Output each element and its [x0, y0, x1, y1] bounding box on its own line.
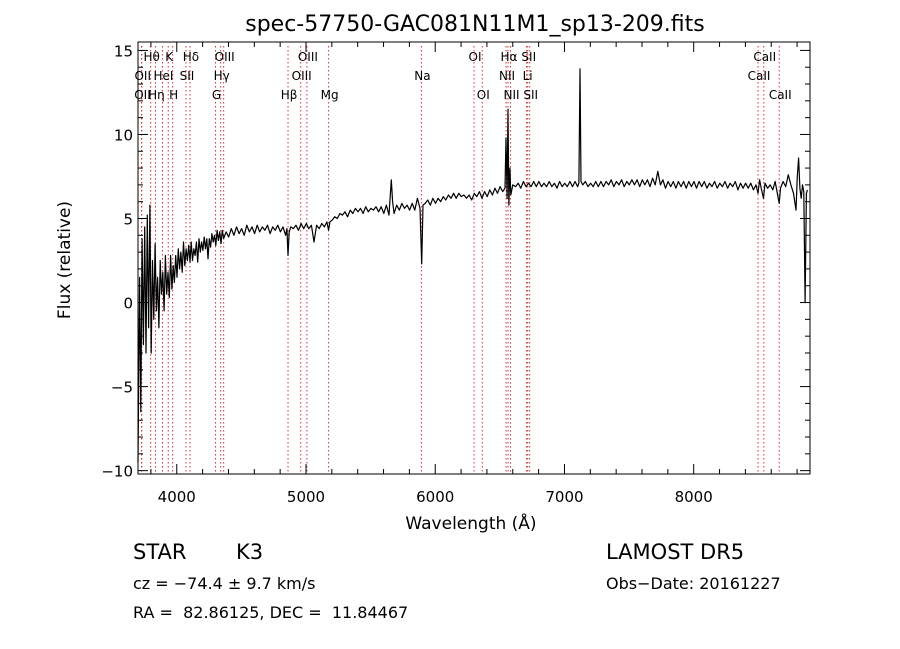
plot-frame	[137, 41, 811, 475]
line-label-22: Li	[523, 69, 533, 83]
line-label-27: CaII	[769, 88, 792, 102]
spectral-line-labels: OIIOIIHθHηHeIKHSIIHδGHγOIIIHβOIIIOIIIMgN…	[134, 50, 791, 102]
line-label-20: Hα	[501, 50, 518, 64]
line-label-10: Hγ	[214, 69, 230, 83]
line-label-6: H	[169, 88, 178, 102]
y-tick-label-1: −5	[111, 379, 133, 397]
y-tick-label-0: −10	[101, 463, 133, 481]
object-subclass: K3	[236, 540, 264, 564]
line-label-15: Mg	[321, 88, 339, 102]
line-label-7: SII	[180, 69, 195, 83]
line-label-9: G	[212, 88, 221, 102]
survey-name: LAMOST DR5	[606, 540, 745, 564]
y-tick-label-4: 10	[114, 126, 133, 144]
observation-date: Obs−Date: 20161227	[606, 574, 781, 593]
line-label-13: OIII	[292, 69, 312, 83]
line-label-18: OI	[477, 88, 490, 102]
chart-title: spec-57750-GAC081N11M1_sp13-209.fits	[245, 12, 705, 37]
redshift-readout: cz = −74.4 ± 9.7 km/s	[133, 574, 316, 593]
y-tick-label-3: 5	[123, 210, 133, 228]
line-label-25: CaII	[748, 69, 771, 83]
line-label-16: Na	[414, 69, 430, 83]
y-tick-label-5: 15	[114, 42, 133, 60]
line-label-1: OII	[134, 69, 151, 83]
line-label-23: SII	[521, 50, 536, 64]
x-tick-label-2: 6000	[416, 488, 454, 506]
line-label-12: Hβ	[281, 88, 298, 102]
x-tick-label-3: 7000	[545, 488, 583, 506]
y-axis: −10 −5 0 5 10 15	[101, 42, 810, 481]
coordinates-readout: RA = 82.86125, DEC = 11.84467	[133, 603, 409, 622]
x-axis: 4000 5000 6000 7000 8000	[150, 42, 798, 506]
x-tick-label-0: 4000	[158, 488, 196, 506]
spectrum-line	[137, 68, 808, 463]
line-label-26: CaII	[753, 50, 776, 64]
line-label-4: HeI	[153, 69, 173, 83]
line-label-17: OI	[469, 50, 482, 64]
line-label-2: Hθ	[143, 50, 159, 64]
line-label-11: OIII	[215, 50, 235, 64]
y-axis-label: Flux (relative)	[55, 201, 75, 319]
line-label-8: Hδ	[183, 50, 199, 64]
object-class: STAR	[133, 540, 187, 564]
line-label-19: NII	[499, 69, 515, 83]
line-label-21: NII	[504, 88, 520, 102]
x-tick-label-4: 8000	[675, 488, 713, 506]
line-label-24: SII	[523, 88, 538, 102]
line-label-14: OIII	[298, 50, 318, 64]
x-tick-label-1: 5000	[287, 488, 325, 506]
y-tick-label-2: 0	[123, 295, 133, 313]
line-label-5: K	[165, 50, 174, 64]
spectral-line-markers	[140, 46, 780, 474]
line-label-3: Hη	[148, 88, 165, 102]
x-axis-label: Wavelength (Å)	[405, 512, 536, 534]
